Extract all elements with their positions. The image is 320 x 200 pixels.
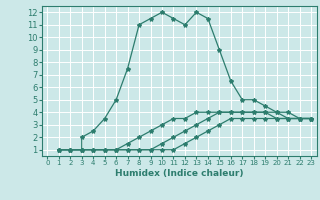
X-axis label: Humidex (Indice chaleur): Humidex (Indice chaleur) xyxy=(115,169,244,178)
